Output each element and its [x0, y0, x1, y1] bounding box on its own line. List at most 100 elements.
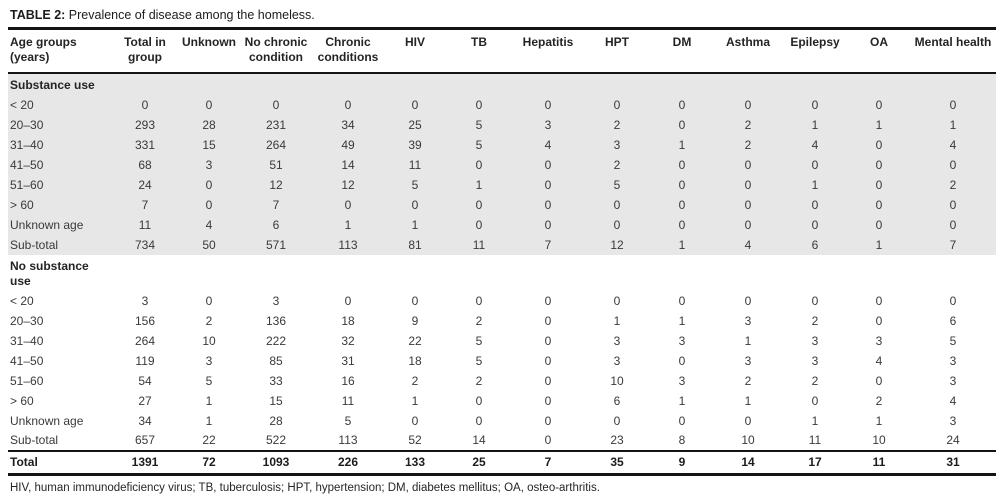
row-label: > 60	[8, 195, 112, 215]
cell: 34	[138, 413, 152, 428]
table-row-substance-use-41-50: 41–50 68 3 51 14 11 0 0 2 0 0 0 0 0	[8, 155, 996, 175]
cell: 5	[446, 135, 512, 155]
cell: 0	[475, 413, 483, 428]
cell: 51	[240, 155, 312, 175]
cell: 28	[269, 413, 283, 428]
cell: 2	[910, 175, 996, 195]
table-row-substance-use-51-60: 51–60 24 0 12 12 5 1 0 5 0 0 1 0 2	[8, 175, 996, 195]
cell: 52	[408, 433, 422, 447]
cell: 0	[678, 413, 686, 428]
cell: 4	[782, 135, 848, 155]
cell: 10	[741, 433, 755, 447]
cell: 3	[178, 155, 240, 175]
cell: 0	[411, 293, 419, 308]
cell: 1	[650, 135, 714, 155]
cell: 32	[341, 333, 355, 348]
cell: 0	[650, 95, 714, 115]
header-row: Age groups (years) Total in group Unknown N…	[8, 30, 996, 74]
cell: 3	[744, 353, 752, 368]
cell: 264	[240, 135, 312, 155]
column-header-no-chronic-condition: No chronic condition	[240, 30, 312, 74]
cell: 2	[584, 155, 650, 175]
cell: 33	[269, 373, 283, 388]
cell: 0	[782, 195, 848, 215]
cell: 1	[744, 333, 752, 348]
row-label: > 60	[10, 393, 34, 408]
cell: 0	[178, 175, 240, 195]
column-header-mental-health: Mental health	[910, 30, 996, 74]
row-label: Sub-total	[10, 433, 59, 447]
footnote: HIV, human immunodeficiency virus; TB, t…	[10, 482, 600, 494]
cell: 0	[544, 433, 552, 447]
cell: 0	[178, 195, 240, 215]
cell: 3	[949, 373, 957, 388]
cell: 11	[808, 433, 822, 447]
row-label: 51–60	[10, 373, 44, 388]
cell: 0	[544, 373, 552, 388]
row-label: 51–60	[8, 175, 112, 195]
cell: 0	[512, 195, 584, 215]
cell: 31	[341, 353, 355, 368]
prevalence-table: Age groups (years) Total in group Unknown N…	[8, 30, 996, 476]
cell: 3	[205, 353, 213, 368]
cell: 4	[910, 135, 996, 155]
cell: 1	[782, 115, 848, 135]
cell: 0	[512, 155, 584, 175]
cell: 0	[384, 95, 446, 115]
cell: 5	[205, 373, 213, 388]
cell: 6	[782, 235, 848, 255]
cell: 0	[446, 155, 512, 175]
cell: 0	[714, 95, 782, 115]
cell: 0	[782, 215, 848, 235]
cell: 12	[584, 235, 650, 255]
cell: 0	[475, 293, 483, 308]
cell: 18	[341, 313, 355, 328]
cell: 1	[744, 393, 752, 408]
cell: 0	[584, 215, 650, 235]
row-label: 41–50	[10, 353, 44, 368]
column-header-hiv: HIV	[384, 30, 446, 74]
cell: 0	[848, 195, 910, 215]
total-cell: 133	[384, 450, 446, 476]
table-row-substance-use-sub-total: Sub-total 734 50 571 113 81 11 7 12 1 4 6 1 7	[8, 235, 996, 255]
cell: 39	[384, 135, 446, 155]
column-header-asthma: Asthma	[714, 30, 782, 74]
cell: 0	[205, 293, 213, 308]
cell: 0	[782, 155, 848, 175]
total-cell: 17	[782, 450, 848, 476]
cell: 23	[610, 433, 624, 447]
section-row-substance-use: Substance use	[8, 73, 996, 95]
row-label: < 20	[8, 95, 112, 115]
table-row-no-substance-use-41-50: 41–50 119 3 85 31 18 5 0 3 0 3 3 4 3	[8, 351, 996, 371]
cell: 7	[910, 235, 996, 255]
cell: 0	[678, 293, 686, 308]
cell: 5	[344, 413, 352, 428]
total-cell: 72	[178, 450, 240, 476]
cell: 68	[112, 155, 178, 175]
cell: 11	[446, 235, 512, 255]
cell: 331	[112, 135, 178, 155]
cell: 2	[875, 393, 883, 408]
cell: 293	[112, 115, 178, 135]
column-header-epilepsy: Epilepsy	[782, 30, 848, 74]
cell: 0	[446, 215, 512, 235]
cell: 1	[411, 393, 419, 408]
cell: 3	[678, 333, 686, 348]
cell: 0	[910, 215, 996, 235]
cell: 0	[446, 95, 512, 115]
cell: 0	[848, 175, 910, 195]
cell: 1	[782, 175, 848, 195]
cell: 18	[408, 353, 422, 368]
cell: 0	[544, 413, 552, 428]
cell: 10	[202, 333, 216, 348]
cell: 0	[848, 95, 910, 115]
cell: 0	[312, 195, 384, 215]
cell: 3	[613, 333, 621, 348]
cell: 1	[446, 175, 512, 195]
cell: 2	[205, 313, 213, 328]
cell: 22	[408, 333, 422, 348]
cell: 3	[141, 293, 149, 308]
total-cell: 14	[714, 450, 782, 476]
cell: 2	[811, 373, 819, 388]
column-header-unknown: Unknown	[178, 30, 240, 74]
